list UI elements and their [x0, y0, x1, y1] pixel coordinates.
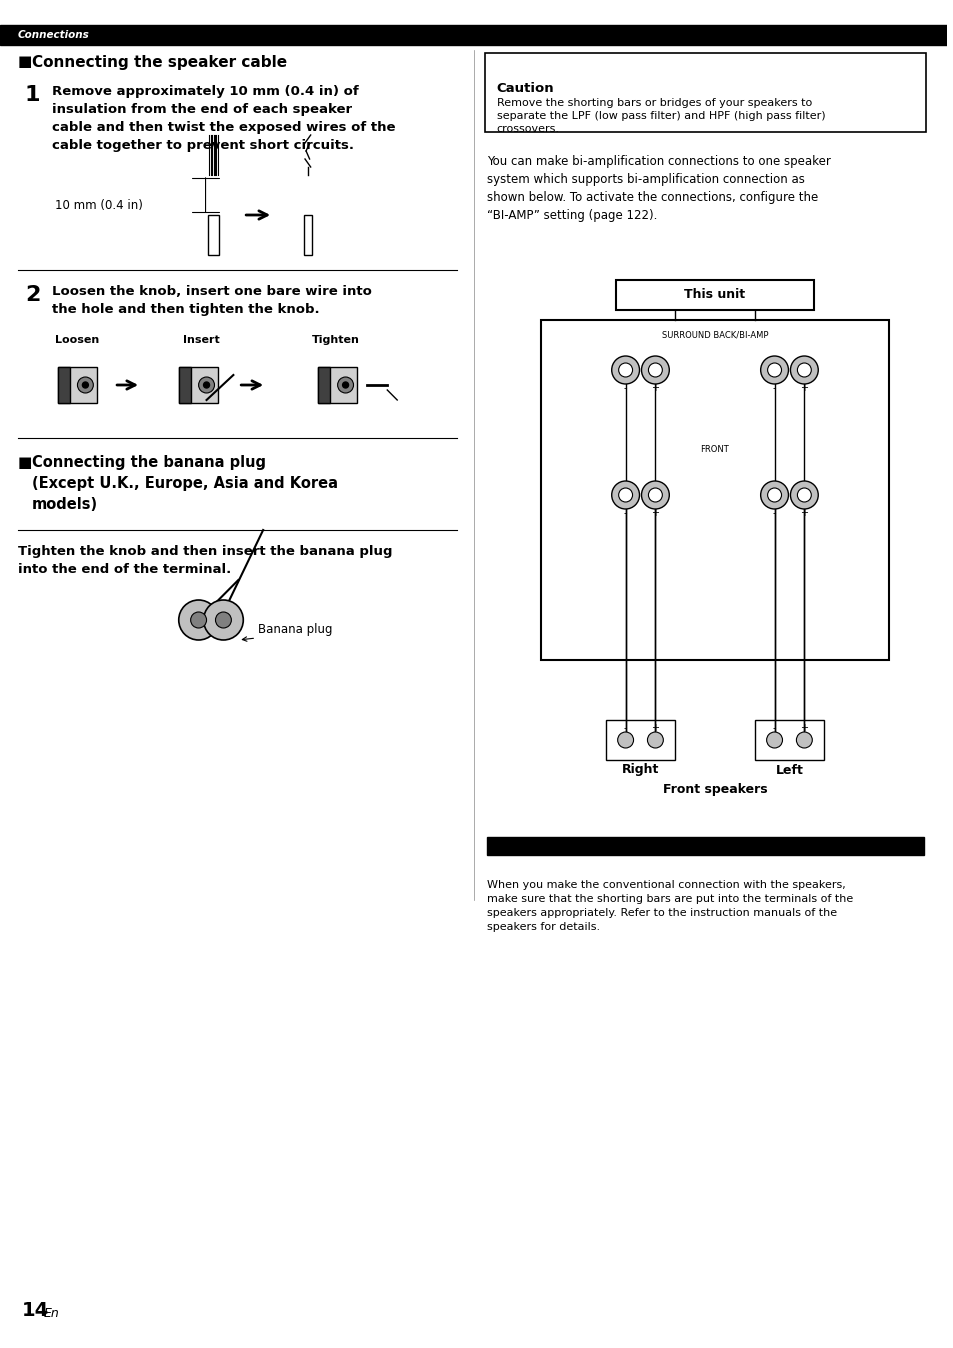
Circle shape — [611, 481, 639, 510]
Text: -: - — [772, 383, 776, 394]
Text: You can make bi-amplification connections to one speaker
system which supports b: You can make bi-amplification connection… — [486, 155, 830, 222]
Text: This unit: This unit — [683, 288, 744, 302]
Text: +: + — [800, 508, 807, 518]
Text: SURROUND BACK/BI-AMP: SURROUND BACK/BI-AMP — [661, 330, 767, 340]
Circle shape — [198, 377, 214, 394]
Circle shape — [77, 377, 93, 394]
Text: -: - — [772, 508, 776, 518]
Circle shape — [797, 363, 810, 377]
Text: +: + — [651, 723, 659, 733]
Circle shape — [611, 356, 639, 384]
Bar — [0, 26, 946, 44]
Text: 1: 1 — [25, 85, 40, 105]
Circle shape — [790, 481, 818, 510]
Text: Using bi-amplification connections: Using bi-amplification connections — [498, 54, 794, 70]
Text: +: + — [800, 383, 807, 394]
Bar — [486, 837, 923, 855]
Bar — [317, 367, 330, 403]
Text: Insert: Insert — [183, 336, 220, 345]
Text: ■: ■ — [18, 54, 32, 70]
Text: Connecting the speaker cable: Connecting the speaker cable — [31, 54, 287, 70]
Text: Banana plug: Banana plug — [258, 624, 333, 636]
Bar — [754, 720, 823, 760]
Circle shape — [760, 356, 787, 384]
Circle shape — [767, 363, 781, 377]
Bar — [178, 367, 191, 403]
Bar — [615, 280, 814, 310]
Text: Connecting the banana plug
(Except U.K., Europe, Asia and Korea
models): Connecting the banana plug (Except U.K.,… — [31, 456, 337, 512]
Text: 14: 14 — [22, 1301, 49, 1320]
Text: Remove the shorting bars or bridges of your speakers to
separate the LPF (low pa: Remove the shorting bars or bridges of y… — [496, 98, 824, 135]
Text: ■: ■ — [484, 54, 498, 70]
Text: +: + — [651, 383, 659, 394]
Circle shape — [215, 612, 232, 628]
Text: Remove approximately 10 mm (0.4 in) of
insulation from the end of each speaker
c: Remove approximately 10 mm (0.4 in) of i… — [51, 85, 395, 152]
Circle shape — [766, 732, 781, 748]
Text: Tighten the knob and then insert the banana plug
into the end of the terminal.: Tighten the knob and then insert the ban… — [18, 545, 392, 576]
Circle shape — [796, 732, 811, 748]
Text: When you make the conventional connection with the speakers,
make sure that the : When you make the conventional connectio… — [486, 880, 852, 931]
Text: Caution: Caution — [496, 82, 554, 94]
Text: En: En — [44, 1308, 59, 1320]
Circle shape — [648, 488, 661, 501]
Circle shape — [790, 356, 818, 384]
Bar — [317, 367, 357, 403]
Bar — [304, 214, 312, 255]
Circle shape — [767, 488, 781, 501]
Text: -: - — [623, 383, 627, 394]
Circle shape — [618, 363, 632, 377]
Circle shape — [640, 481, 669, 510]
FancyBboxPatch shape — [484, 53, 924, 132]
Text: Loosen the knob, insert one bare wire into
the hole and then tighten the knob.: Loosen the knob, insert one bare wire in… — [51, 284, 371, 315]
Bar — [57, 367, 97, 403]
Circle shape — [618, 488, 632, 501]
Circle shape — [640, 356, 669, 384]
Text: +: + — [800, 723, 807, 733]
Text: 2: 2 — [25, 284, 40, 305]
Text: ■: ■ — [18, 456, 32, 470]
Text: -: - — [623, 723, 627, 733]
Text: 10 mm (0.4 in): 10 mm (0.4 in) — [54, 198, 142, 212]
Circle shape — [760, 481, 787, 510]
Text: FRONT: FRONT — [700, 445, 729, 454]
Circle shape — [342, 381, 348, 388]
Circle shape — [617, 732, 633, 748]
Text: +: + — [651, 508, 659, 518]
Bar — [57, 367, 70, 403]
Text: -: - — [623, 508, 627, 518]
Bar — [605, 720, 675, 760]
Text: -: - — [772, 723, 776, 733]
Circle shape — [203, 600, 243, 640]
Bar — [540, 319, 888, 661]
Text: Connections: Connections — [18, 30, 90, 40]
Bar — [178, 367, 218, 403]
Circle shape — [203, 381, 210, 388]
Circle shape — [648, 363, 661, 377]
Circle shape — [647, 732, 662, 748]
Text: Front speakers: Front speakers — [662, 783, 766, 797]
Circle shape — [178, 600, 218, 640]
Circle shape — [191, 612, 207, 628]
Text: Note: Note — [494, 857, 526, 871]
Text: Left: Left — [775, 763, 802, 776]
Circle shape — [337, 377, 354, 394]
Bar — [208, 214, 219, 255]
Circle shape — [797, 488, 810, 501]
Circle shape — [82, 381, 89, 388]
Text: Loosen: Loosen — [55, 336, 99, 345]
Text: Tighten: Tighten — [312, 336, 359, 345]
Text: Right: Right — [621, 763, 659, 776]
